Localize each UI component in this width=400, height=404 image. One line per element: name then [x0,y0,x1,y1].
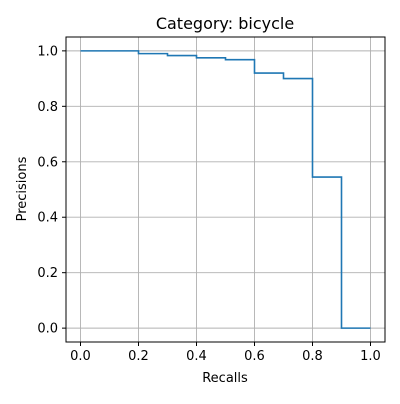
y-tick-label: 0.6 [37,155,58,170]
y-tick-label: 1.0 [37,44,58,59]
plot-frame [65,36,386,343]
precision-recall-curve [80,50,371,329]
series-layer [80,50,371,329]
x-tick-label: 0.8 [302,349,323,364]
y-tick-label: 0.0 [37,322,58,337]
y-axis-label: Precisions [15,156,30,221]
x-axis-ticks: 0.0 0.2 0.4 0.6 0.8 1.0 [70,342,381,364]
x-tick-label: 0.6 [244,349,265,364]
x-tick-label: 0.0 [70,349,91,364]
x-tick-label: 1.0 [360,349,381,364]
chart-title: Category: bicycle [156,14,294,33]
y-tick-label: 0.8 [37,100,58,115]
x-axis-label: Recalls [202,371,248,386]
grid [66,37,385,342]
x-tick-label: 0.2 [128,349,149,364]
y-tick-label: 0.4 [37,211,58,226]
y-tick-label: 0.2 [37,266,58,281]
x-tick-label: 0.4 [186,349,207,364]
y-axis-ticks: 0.0 0.2 0.4 0.6 0.8 1.0 [37,44,66,337]
